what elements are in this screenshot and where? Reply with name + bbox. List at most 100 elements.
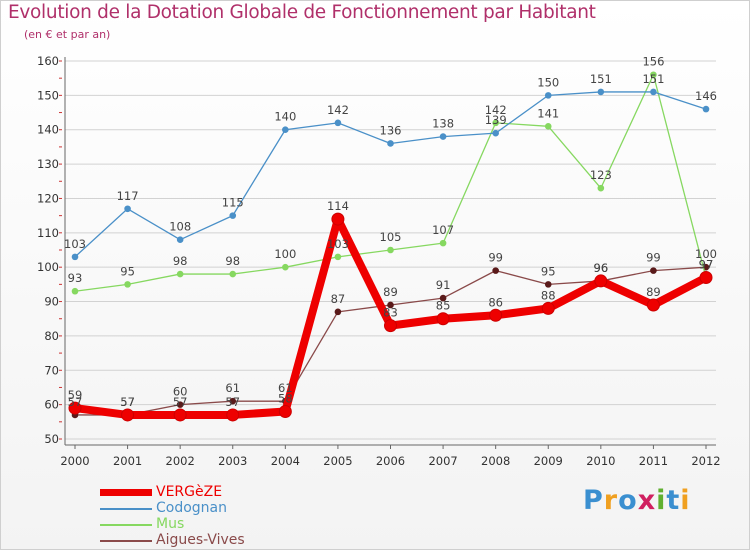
legend-swatch (100, 489, 152, 496)
data-label: 85 (436, 299, 451, 313)
data-label: 142 (485, 103, 507, 117)
data-label: 97 (699, 257, 714, 271)
data-label: 57 (173, 395, 188, 409)
data-label: 98 (225, 254, 240, 268)
data-label: 93 (68, 271, 83, 285)
x-tick-label: 2005 (323, 454, 352, 468)
data-label: 95 (541, 264, 556, 278)
data-point (597, 184, 605, 192)
y-tick-label: 150 (37, 88, 59, 102)
y-tick-label: 100 (37, 260, 59, 274)
data-point (699, 270, 713, 284)
data-point (489, 308, 503, 322)
data-point (173, 408, 187, 422)
legend-label: Codognan (156, 500, 228, 516)
data-point (492, 119, 499, 127)
chart-title: Evolution de la Dotation Globale de Fonc… (8, 2, 596, 23)
data-point (71, 253, 79, 261)
x-tick-label: 2009 (534, 454, 563, 468)
data-label: 57 (68, 395, 83, 409)
data-point (282, 263, 289, 271)
data-point (121, 408, 135, 422)
data-point (384, 319, 397, 333)
data-point (436, 312, 450, 326)
data-label: 89 (646, 285, 661, 299)
data-label: 59 (68, 388, 83, 402)
data-label: 61 (278, 381, 293, 395)
data-point (544, 281, 552, 288)
data-point (492, 267, 499, 274)
x-tick-label: 2012 (691, 454, 720, 468)
data-label: 115 (222, 196, 244, 210)
data-label: 103 (327, 237, 349, 251)
data-label: 60 (173, 385, 188, 399)
data-point (650, 88, 657, 96)
y-tick-label: 140 (37, 123, 59, 137)
data-label: 100 (695, 247, 717, 261)
data-point (387, 246, 394, 254)
y-tick-label: 80 (44, 329, 59, 343)
x-tick-label: 2006 (376, 454, 405, 468)
data-point (176, 401, 184, 408)
data-label: 138 (432, 117, 454, 131)
data-point (331, 212, 345, 226)
x-tick-label: 2008 (481, 454, 510, 468)
data-label: 91 (436, 278, 451, 292)
x-tick-label: 2007 (428, 454, 457, 468)
data-point (387, 140, 394, 147)
data-label: 146 (695, 89, 717, 103)
data-label: 141 (537, 106, 559, 120)
data-point (176, 270, 184, 278)
x-tick-label: 2004 (271, 454, 300, 468)
x-tick-label: 2000 (60, 454, 89, 468)
data-point (594, 274, 608, 288)
x-tick-label: 2003 (218, 454, 247, 468)
data-point (650, 71, 657, 79)
data-label: 151 (590, 72, 612, 86)
y-tick-label: 50 (44, 432, 59, 446)
data-label: 95 (120, 264, 135, 278)
data-point (646, 298, 660, 312)
data-point (71, 287, 79, 295)
y-tick-label: 120 (37, 191, 59, 205)
data-point (124, 205, 131, 213)
data-point (597, 88, 605, 96)
data-label: 57 (120, 395, 135, 409)
legend-label: Aigues-Vives (156, 532, 245, 548)
chart-subtitle: (en € et par an) (24, 28, 111, 41)
data-label: 105 (380, 230, 402, 244)
x-tick-label: 2011 (639, 454, 668, 468)
y-tick-label: 70 (44, 363, 59, 377)
data-label: 61 (225, 381, 240, 395)
x-tick-label: 2010 (586, 454, 615, 468)
data-label: 58 (278, 392, 293, 406)
data-label: 151 (642, 72, 664, 86)
data-label: 140 (274, 110, 296, 124)
data-label: 150 (537, 75, 559, 89)
data-point (334, 308, 342, 316)
data-point (439, 133, 447, 140)
series-line-mus (74, 74, 707, 292)
data-label: 86 (488, 295, 503, 309)
y-tick-label: 110 (37, 226, 59, 240)
data-point (544, 122, 552, 130)
data-label: 156 (642, 55, 664, 69)
data-point (176, 236, 184, 243)
data-label: 107 (432, 223, 454, 237)
data-label: 136 (380, 123, 402, 137)
y-tick-label: 160 (37, 54, 59, 68)
data-point (229, 270, 237, 278)
data-point (492, 129, 499, 137)
data-point (68, 401, 82, 415)
legend-swatch (100, 524, 152, 526)
data-point (229, 397, 237, 405)
data-label: 83 (383, 306, 398, 320)
data-label: 139 (485, 113, 507, 127)
data-label: 100 (274, 247, 296, 261)
data-label: 57 (225, 395, 240, 409)
x-tick-label: 2001 (113, 454, 142, 468)
data-point (544, 92, 552, 99)
data-point (702, 105, 710, 113)
data-point (278, 405, 292, 419)
